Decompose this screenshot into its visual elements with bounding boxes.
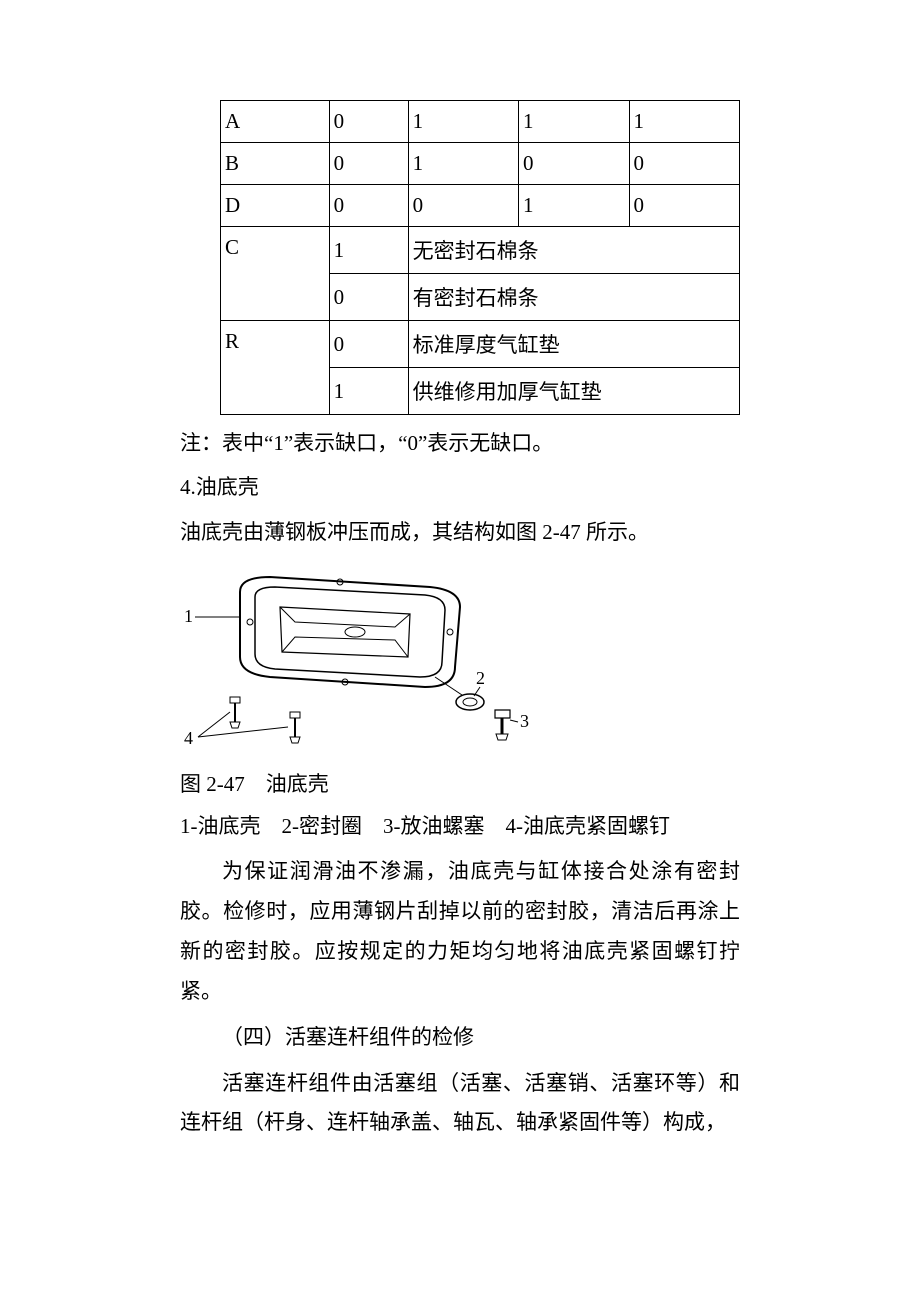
cell-desc: 有密封石棉条 xyxy=(408,274,739,321)
section-heading: （四）活塞连杆组件的检修 xyxy=(180,1018,740,1058)
cell-value: 0 xyxy=(329,321,408,368)
figure-label-3: 3 xyxy=(520,711,529,731)
bolt-icon xyxy=(230,697,240,728)
cell-value: 1 xyxy=(519,101,629,143)
oil-pan-diagram: 1 4 2 xyxy=(180,562,540,762)
cell-label: R xyxy=(221,321,330,415)
paragraph: 活塞连杆组件由活塞组（活塞、活塞销、活塞环等）和连杆组（杆身、连杆轴承盖、轴瓦、… xyxy=(180,1064,740,1144)
table-row: D 0 0 1 0 xyxy=(221,185,740,227)
table-note: 注：表中“1”表示缺口，“0”表示无缺口。 xyxy=(180,425,740,463)
table-row: B 0 1 0 0 xyxy=(221,143,740,185)
table-row: R 0 标准厚度气缸垫 xyxy=(221,321,740,368)
cell-desc: 无密封石棉条 xyxy=(408,227,739,274)
cell-label: D xyxy=(221,185,330,227)
cell-value: 1 xyxy=(519,185,629,227)
cell-value: 0 xyxy=(329,101,408,143)
drain-plug-icon xyxy=(495,710,510,740)
cell-value: 0 xyxy=(329,185,408,227)
cell-value: 1 xyxy=(408,143,518,185)
table-row: A 0 1 1 1 xyxy=(221,101,740,143)
paragraph: 为保证润滑油不渗漏，油底壳与缸体接合处涂有密封胶。检修时，应用薄钢片刮掉以前的密… xyxy=(180,852,740,1012)
cell-value: 1 xyxy=(329,227,408,274)
cell-label: C xyxy=(221,227,330,321)
section-number: 4.油底壳 xyxy=(180,469,740,507)
document-page: A 0 1 1 1 B 0 1 0 0 D 0 0 1 0 C 1 无密封石棉条… xyxy=(0,0,920,1249)
cell-value: 1 xyxy=(329,368,408,415)
cell-label: B xyxy=(221,143,330,185)
section-intro: 油底壳由薄钢板冲压而成，其结构如图 2-47 所示。 xyxy=(180,513,740,553)
cell-value: 1 xyxy=(629,101,739,143)
cell-value: 0 xyxy=(329,143,408,185)
cell-desc: 标准厚度气缸垫 xyxy=(408,321,739,368)
figure-label-2: 2 xyxy=(476,668,485,688)
cell-value: 1 xyxy=(408,101,518,143)
spec-table: A 0 1 1 1 B 0 1 0 0 D 0 0 1 0 C 1 无密封石棉条… xyxy=(220,100,740,415)
figure-label-1: 1 xyxy=(184,606,193,626)
figure-legend: 1-油底壳 2-密封圈 3-放油螺塞 4-油底壳紧固螺钉 xyxy=(180,808,740,846)
figure-label-4: 4 xyxy=(184,728,193,748)
cell-value: 0 xyxy=(519,143,629,185)
figure-caption: 图 2-47 油底壳 xyxy=(180,766,740,804)
table-row: C 1 无密封石棉条 xyxy=(221,227,740,274)
figure-2-47: 1 4 2 xyxy=(180,562,740,762)
bolt-icon xyxy=(290,712,300,743)
seal-ring-icon xyxy=(456,694,484,710)
cell-value: 0 xyxy=(329,274,408,321)
cell-value: 0 xyxy=(408,185,518,227)
cell-label: A xyxy=(221,101,330,143)
cell-value: 0 xyxy=(629,185,739,227)
cell-desc: 供维修用加厚气缸垫 xyxy=(408,368,739,415)
cell-value: 0 xyxy=(629,143,739,185)
